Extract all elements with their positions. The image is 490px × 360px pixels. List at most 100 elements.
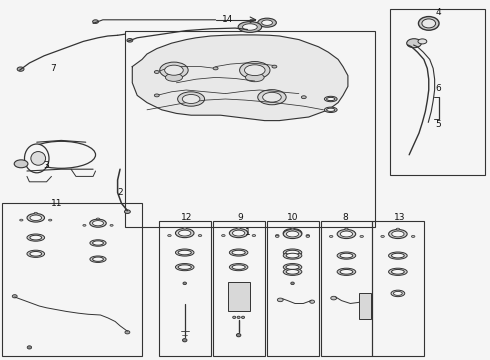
- Text: 5: 5: [436, 120, 441, 129]
- Ellipse shape: [389, 252, 407, 259]
- Ellipse shape: [90, 219, 106, 227]
- Bar: [372, 221, 424, 356]
- Ellipse shape: [233, 316, 236, 319]
- Ellipse shape: [154, 71, 159, 73]
- Ellipse shape: [125, 330, 130, 334]
- Ellipse shape: [27, 141, 96, 168]
- Ellipse shape: [83, 225, 86, 226]
- Text: 10: 10: [287, 213, 299, 222]
- Ellipse shape: [27, 234, 45, 241]
- Ellipse shape: [337, 229, 356, 239]
- Ellipse shape: [110, 225, 113, 226]
- Ellipse shape: [391, 290, 405, 297]
- Ellipse shape: [232, 250, 245, 255]
- Ellipse shape: [286, 231, 299, 237]
- Text: 3: 3: [44, 161, 49, 170]
- Ellipse shape: [407, 39, 421, 48]
- Ellipse shape: [182, 94, 200, 104]
- Ellipse shape: [30, 251, 42, 256]
- Ellipse shape: [258, 90, 286, 105]
- Bar: [321, 221, 372, 356]
- Ellipse shape: [275, 235, 279, 237]
- Ellipse shape: [301, 96, 306, 99]
- Ellipse shape: [27, 346, 31, 349]
- Ellipse shape: [245, 65, 265, 76]
- Ellipse shape: [283, 252, 302, 259]
- Ellipse shape: [396, 228, 400, 230]
- Text: 12: 12: [180, 213, 192, 222]
- Ellipse shape: [165, 65, 183, 75]
- Text: 9: 9: [237, 213, 243, 222]
- Ellipse shape: [198, 235, 202, 237]
- Ellipse shape: [291, 282, 294, 285]
- Ellipse shape: [237, 316, 240, 319]
- Ellipse shape: [242, 316, 245, 319]
- Ellipse shape: [237, 227, 241, 229]
- Ellipse shape: [12, 294, 17, 298]
- Ellipse shape: [34, 212, 37, 214]
- Ellipse shape: [272, 65, 277, 68]
- Ellipse shape: [17, 67, 24, 71]
- Ellipse shape: [412, 235, 415, 237]
- Ellipse shape: [229, 229, 248, 238]
- Ellipse shape: [418, 17, 439, 30]
- Ellipse shape: [27, 250, 45, 257]
- Ellipse shape: [235, 284, 243, 288]
- Text: 7: 7: [50, 64, 56, 73]
- Ellipse shape: [310, 300, 315, 303]
- Ellipse shape: [49, 219, 52, 221]
- Text: 4: 4: [436, 8, 441, 17]
- Ellipse shape: [329, 235, 333, 237]
- Ellipse shape: [127, 39, 133, 42]
- Ellipse shape: [178, 265, 191, 269]
- Ellipse shape: [283, 268, 302, 275]
- Ellipse shape: [238, 22, 262, 32]
- Ellipse shape: [30, 215, 42, 221]
- Ellipse shape: [340, 231, 353, 237]
- Ellipse shape: [160, 62, 188, 78]
- Bar: [359, 293, 371, 319]
- Text: 11: 11: [50, 199, 62, 208]
- Ellipse shape: [258, 18, 276, 27]
- Text: 1: 1: [245, 228, 250, 237]
- Ellipse shape: [213, 67, 218, 70]
- Ellipse shape: [324, 107, 337, 112]
- Ellipse shape: [337, 252, 356, 259]
- Ellipse shape: [306, 235, 310, 237]
- Ellipse shape: [124, 210, 130, 213]
- Ellipse shape: [183, 282, 187, 285]
- Ellipse shape: [97, 218, 99, 220]
- Ellipse shape: [286, 230, 299, 236]
- Ellipse shape: [175, 264, 194, 271]
- Ellipse shape: [263, 92, 281, 102]
- Ellipse shape: [221, 235, 225, 237]
- Ellipse shape: [14, 160, 28, 168]
- Ellipse shape: [175, 249, 194, 256]
- Ellipse shape: [340, 269, 353, 274]
- Ellipse shape: [283, 264, 302, 271]
- Text: 14: 14: [222, 15, 234, 24]
- Ellipse shape: [340, 253, 353, 258]
- Ellipse shape: [20, 219, 23, 221]
- Ellipse shape: [381, 235, 384, 237]
- Ellipse shape: [93, 221, 103, 226]
- Ellipse shape: [24, 144, 49, 173]
- Ellipse shape: [178, 230, 191, 236]
- Ellipse shape: [362, 296, 367, 299]
- Ellipse shape: [243, 24, 257, 30]
- Ellipse shape: [30, 235, 42, 240]
- Bar: [159, 221, 211, 356]
- Ellipse shape: [283, 229, 302, 239]
- Ellipse shape: [360, 235, 364, 237]
- Ellipse shape: [286, 250, 299, 255]
- Ellipse shape: [389, 268, 407, 275]
- Ellipse shape: [389, 229, 407, 239]
- Bar: [213, 221, 265, 356]
- Ellipse shape: [166, 73, 182, 81]
- Ellipse shape: [177, 92, 205, 106]
- Ellipse shape: [286, 253, 299, 258]
- Ellipse shape: [93, 20, 98, 23]
- Ellipse shape: [178, 250, 191, 255]
- Ellipse shape: [93, 241, 103, 245]
- Ellipse shape: [275, 235, 279, 237]
